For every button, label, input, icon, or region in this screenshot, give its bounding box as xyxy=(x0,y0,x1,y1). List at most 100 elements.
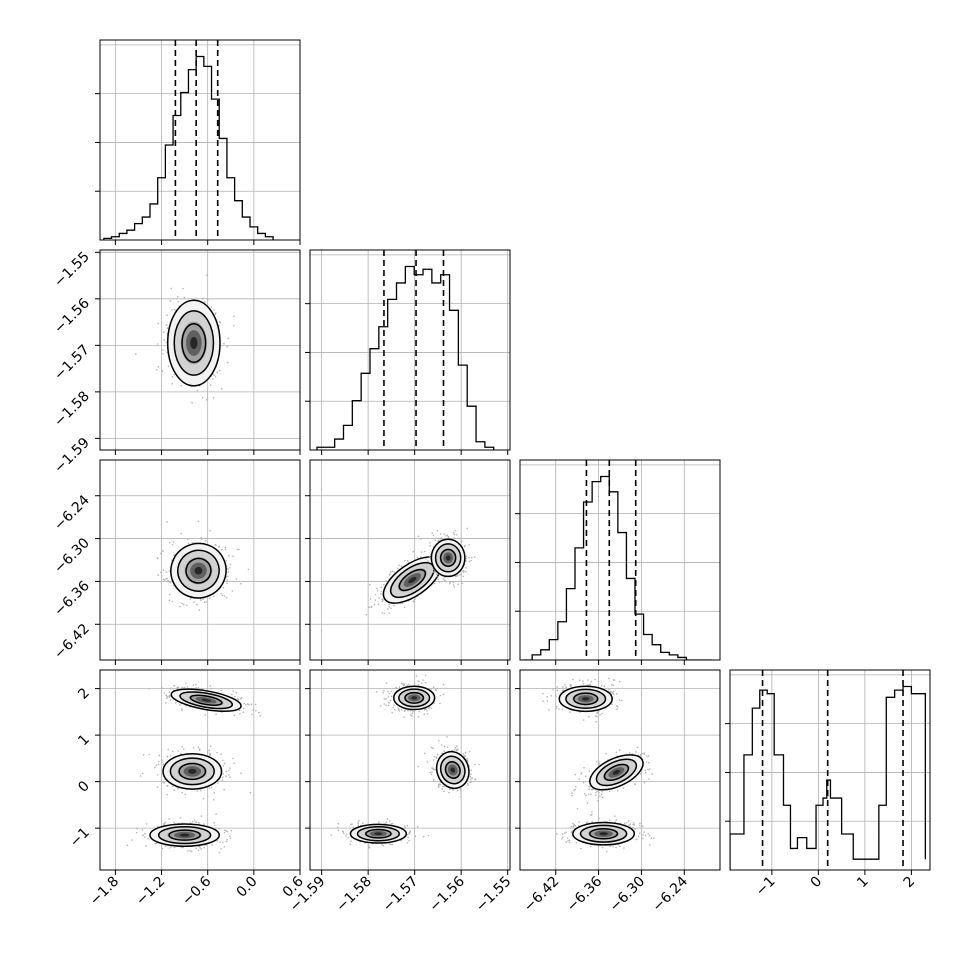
sample-point xyxy=(437,578,440,581)
sample-point xyxy=(460,541,462,544)
sample-point xyxy=(395,686,397,689)
sample-point xyxy=(385,821,388,823)
sample-point xyxy=(384,822,386,825)
sample-point xyxy=(436,753,439,756)
density-fill xyxy=(445,555,451,561)
sample-point xyxy=(235,692,238,694)
sample-point xyxy=(336,826,339,829)
sample-point xyxy=(242,711,245,713)
sample-point xyxy=(427,834,430,837)
sample-point xyxy=(203,846,205,849)
sample-point xyxy=(439,538,442,540)
sample-point xyxy=(460,790,462,792)
sample-point xyxy=(213,374,216,377)
sample-point xyxy=(582,719,585,721)
sample-point xyxy=(425,681,427,684)
sample-point xyxy=(162,550,164,552)
sample-point xyxy=(463,755,466,757)
sample-point xyxy=(207,298,209,301)
sample-point xyxy=(417,684,420,686)
sample-point xyxy=(426,713,429,715)
sample-point xyxy=(463,570,465,573)
sample-point xyxy=(565,687,567,689)
sample-point xyxy=(432,778,435,781)
sample-point xyxy=(408,832,411,835)
sample-point xyxy=(564,684,566,686)
sample-point xyxy=(465,555,468,557)
sample-point xyxy=(192,747,195,749)
sample-point xyxy=(460,573,463,576)
sample-point xyxy=(168,691,171,694)
sample-point xyxy=(426,563,429,565)
sample-point xyxy=(462,575,465,578)
sample-point xyxy=(154,843,157,845)
sample-point xyxy=(168,847,171,849)
sample-point xyxy=(381,600,384,603)
sample-point xyxy=(223,788,225,791)
sample-point xyxy=(401,602,404,605)
sample-point xyxy=(388,606,391,608)
sample-point xyxy=(403,682,405,685)
sample-point xyxy=(206,274,208,277)
sample-point xyxy=(448,580,451,583)
sample-point xyxy=(213,824,216,827)
sample-point xyxy=(209,384,212,386)
sample-point xyxy=(465,557,468,560)
sample-point xyxy=(446,736,448,738)
sample-point xyxy=(459,574,461,576)
sample-point xyxy=(643,781,646,784)
sample-point xyxy=(389,843,392,846)
sample-point xyxy=(202,797,205,800)
sample-point xyxy=(181,709,183,711)
sample-point xyxy=(440,536,443,539)
sample-point xyxy=(222,765,225,767)
sample-point xyxy=(389,571,392,573)
sample-point xyxy=(588,684,590,686)
contour-line xyxy=(439,548,457,567)
sample-point xyxy=(168,818,170,820)
contour-line xyxy=(392,685,436,711)
contour-line xyxy=(178,762,207,781)
sample-point xyxy=(468,560,471,563)
sample-point xyxy=(583,766,585,769)
sample-point xyxy=(135,353,137,355)
sample-point xyxy=(161,847,164,850)
sample-point xyxy=(546,700,549,702)
sample-point xyxy=(161,687,164,689)
sample-point xyxy=(550,695,553,697)
sample-point xyxy=(168,570,171,572)
sample-point xyxy=(597,680,600,683)
contour-line xyxy=(170,542,227,599)
sample-point xyxy=(378,597,380,599)
sample-point xyxy=(420,538,422,540)
sample-point xyxy=(162,569,165,571)
sample-point xyxy=(400,565,403,567)
sample-point xyxy=(142,834,144,836)
density-fill xyxy=(188,768,197,774)
sample-point xyxy=(620,699,623,702)
sample-point xyxy=(556,705,558,708)
panel-frame xyxy=(99,669,301,871)
contour-line xyxy=(179,691,234,710)
sample-point xyxy=(361,822,364,825)
contour-line xyxy=(558,685,613,713)
sample-point xyxy=(369,583,371,586)
sample-point xyxy=(259,715,261,717)
sample-point xyxy=(412,710,414,713)
sample-point xyxy=(385,580,387,582)
sample-point xyxy=(470,769,472,771)
sample-point xyxy=(434,769,437,771)
sample-point xyxy=(141,829,144,831)
sample-point xyxy=(206,751,209,753)
sample-point xyxy=(155,764,158,766)
sample-point xyxy=(376,587,378,590)
sample-point xyxy=(246,703,249,705)
sample-point xyxy=(456,749,459,751)
sample-point xyxy=(145,823,148,825)
sample-point xyxy=(217,782,219,784)
sample-point xyxy=(456,745,458,747)
sample-point xyxy=(587,679,589,681)
sample-point xyxy=(400,682,403,685)
sample-point xyxy=(220,848,222,850)
